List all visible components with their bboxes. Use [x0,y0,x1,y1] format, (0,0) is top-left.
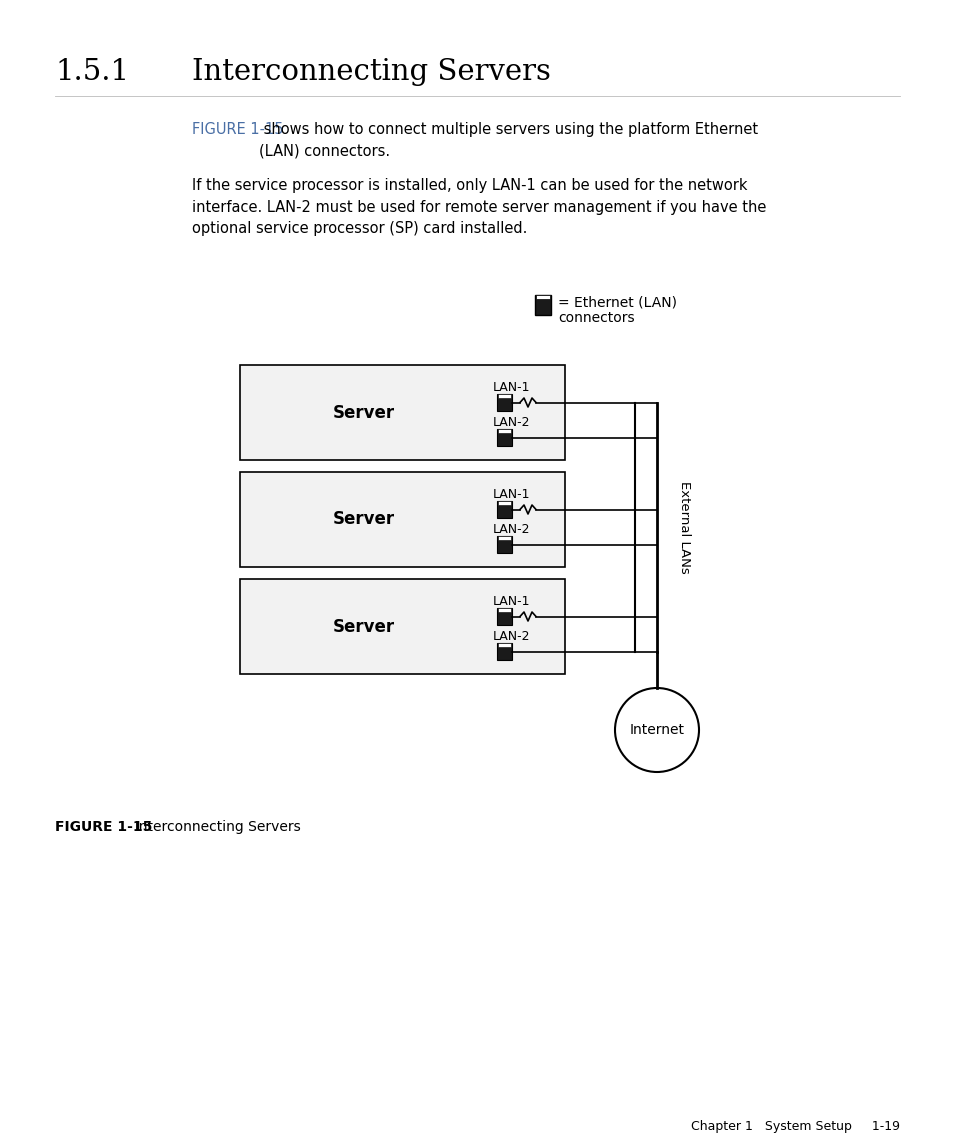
Text: LAN-1: LAN-1 [493,488,530,502]
Bar [497,643,512,660]
Bar [497,608,511,611]
Bar [497,536,511,540]
Text: 1.5.1: 1.5.1 [55,58,129,86]
Text: Interconnecting Servers: Interconnecting Servers [127,820,301,834]
Text: External LANs: External LANs [678,481,691,574]
Text: FIGURE 1-15: FIGURE 1-15 [192,123,283,137]
Bar [497,608,512,625]
Text: connectors: connectors [558,311,634,325]
Bar [536,295,550,299]
Text: LAN-2: LAN-2 [493,630,530,643]
Text: Server: Server [332,511,395,529]
Text: FIGURE 1-15: FIGURE 1-15 [55,820,152,834]
Text: Server: Server [332,403,395,421]
Bar [497,394,511,398]
Bar [240,579,564,674]
Text: LAN-2: LAN-2 [493,416,530,429]
Bar [497,536,512,553]
Text: LAN-2: LAN-2 [493,523,530,536]
Text: = Ethernet (LAN): = Ethernet (LAN) [558,297,677,310]
Bar [497,643,511,647]
Bar [497,429,512,447]
Text: If the service processor is installed, only LAN-1 can be used for the network
in: If the service processor is installed, o… [192,177,765,236]
Text: shows how to connect multiple servers using the platform Ethernet
(LAN) connecto: shows how to connect multiple servers us… [259,123,758,158]
Bar [240,365,564,460]
Text: LAN-1: LAN-1 [493,381,530,394]
Bar [497,394,512,411]
Bar [497,502,512,518]
Text: Chapter 1   System Setup     1-19: Chapter 1 System Setup 1-19 [690,1120,899,1134]
Bar [240,472,564,567]
Text: Server: Server [332,617,395,635]
Circle shape [615,688,699,772]
Text: Interconnecting Servers: Interconnecting Servers [192,58,550,86]
Bar [497,502,511,505]
Bar [535,295,551,315]
Text: Internet: Internet [629,722,684,737]
Text: LAN-1: LAN-1 [493,595,530,608]
Bar [497,429,511,433]
